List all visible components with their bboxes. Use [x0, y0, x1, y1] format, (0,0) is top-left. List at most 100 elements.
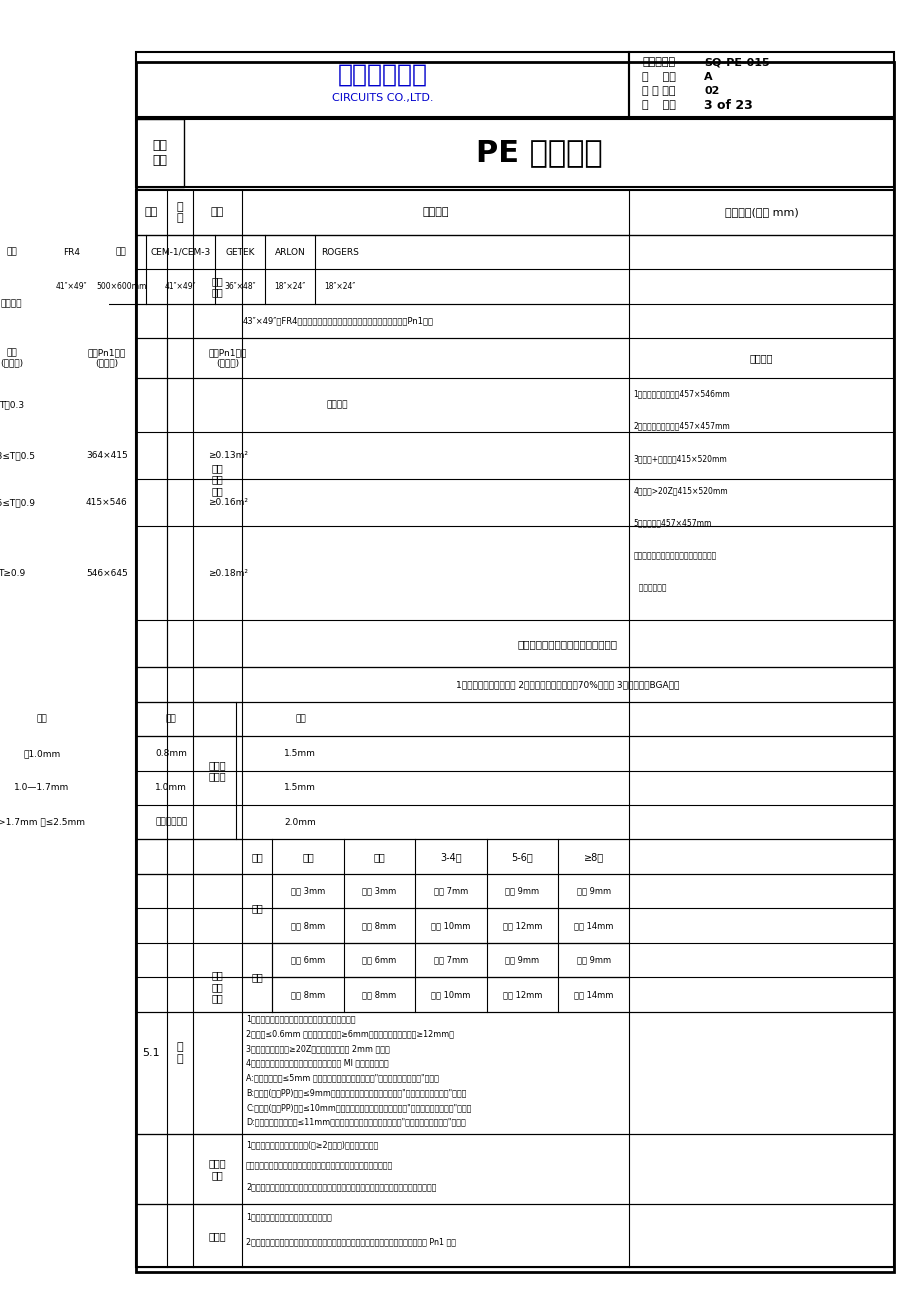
Text: 2：所有板，如果同时有横直料存在，方便各工序区分别指示横料圆三个角，直料圆四个角: 2：所有板，如果同时有横直料存在，方便各工序区分别指示横料圆三个角，直料圆四个角 — [245, 1182, 436, 1191]
Text: 电镀
最小
留边: 电镀 最小 留边 — [211, 970, 223, 1004]
Text: 最小 9mm: 最小 9mm — [576, 887, 610, 896]
Text: 546×645: 546×645 — [85, 569, 128, 578]
Text: >1.7mm 且≤2.5mm: >1.7mm 且≤2.5mm — [0, 818, 85, 827]
Text: 常规 14mm: 常规 14mm — [573, 921, 613, 930]
Text: 序号: 序号 — [144, 207, 158, 217]
Text: 1：单四层板为双芯板时，最小留边按六层板设计。: 1：单四层板为双芯板时，最小留边按六层板设计。 — [245, 1014, 355, 1023]
Text: PE 设计规则: PE 设计规则 — [475, 138, 602, 168]
Text: 板厚: 板厚 — [37, 715, 47, 724]
Text: 2.0mm: 2.0mm — [284, 818, 316, 827]
Bar — [136, 118, 184, 187]
Text: 1.0mm: 1.0mm — [155, 784, 187, 793]
Text: 寸小的拼版。: 寸小的拼版。 — [633, 583, 665, 592]
Text: 锣板: 锣板 — [295, 715, 305, 724]
Bar — [629, 52, 892, 117]
Text: 铝基: 铝基 — [116, 247, 127, 256]
Text: 4：板边不够正常要求取值时，按以下规则在 MI 中相应位置注明: 4：板边不够正常要求取值时，按以下规则在 MI 中相应位置注明 — [245, 1059, 388, 1068]
Text: 常规 8mm: 常规 8mm — [362, 990, 396, 999]
Text: 以保持内层伸缩的一致性及防止生产线叠板时混淆横直料，导致板曲。: 以保持内层伸缩的一致性及防止生产线叠板时混淆横直料，导致板曲。 — [245, 1161, 393, 1170]
Text: 板材
类型: 板材 类型 — [211, 276, 223, 297]
Text: 1.5mm: 1.5mm — [284, 749, 316, 758]
Text: CEM-1/CEM-3: CEM-1/CEM-3 — [151, 247, 210, 256]
Text: 常规 8mm: 常规 8mm — [290, 990, 325, 999]
Text: ≥8层: ≥8层 — [583, 852, 603, 862]
Text: 所有板厚: 所有板厚 — [749, 353, 772, 363]
Text: 最小拼
板间距: 最小拼 板间距 — [209, 760, 226, 781]
Text: 横直料
区分: 横直料 区分 — [209, 1159, 226, 1180]
Text: A:单双面板留边≤5mm 时，在开料、钻孔工序中备注"板边较小，注意控制"字样。: A:单双面板留边≤5mm 时，在开料、钻孔工序中备注"板边较小，注意控制"字样。 — [245, 1073, 438, 1082]
Text: ≥0.13m²: ≥0.13m² — [208, 452, 247, 461]
Text: 最小 3mm: 最小 3mm — [362, 887, 396, 896]
Text: 18″×24″: 18″×24″ — [274, 283, 305, 292]
Text: 364×415: 364×415 — [85, 452, 128, 461]
Text: 0.8mm: 0.8mm — [155, 749, 187, 758]
Text: 文件编号：: 文件编号： — [641, 57, 675, 68]
Text: 啤板: 啤板 — [165, 715, 176, 724]
Text: 最小 7mm: 最小 7mm — [433, 887, 468, 896]
Text: 最小Pn1尺寸
(按面积): 最小Pn1尺寸 (按面积) — [209, 348, 246, 367]
Text: 工
序: 工 序 — [176, 202, 183, 224]
Text: 开料图: 开料图 — [209, 1230, 226, 1241]
Text: 短边: 短边 — [251, 973, 263, 982]
Text: 注意事项(单位 mm): 注意事项(单位 mm) — [724, 207, 798, 217]
Text: ：此五个与左边的都符合要求时，选择尺: ：此五个与左边的都符合要求时，选择尺 — [633, 551, 716, 560]
Text: CIRCUITS CO.,LTD.: CIRCUITS CO.,LTD. — [332, 92, 433, 103]
Text: 优先选择锣板: 优先选择锣板 — [155, 818, 187, 827]
Text: 500×600mm: 500×600mm — [96, 283, 146, 292]
Text: 版    本：: 版 本： — [641, 72, 675, 82]
Text: 层数: 层数 — [251, 852, 263, 862]
Text: D:六层板、八层板留边≤11mm，在开料、钻孔、内层工序中备注"板边较小，注意控制"字样。: D:六层板、八层板留边≤11mm，在开料、钻孔、内层工序中备注"板边较小，注意控… — [245, 1117, 465, 1126]
Text: 常规尺寸: 常规尺寸 — [1, 299, 22, 309]
Text: 0.5≤T＜0.9: 0.5≤T＜0.9 — [0, 499, 35, 508]
Bar — [136, 190, 892, 1267]
Text: 最小 9mm: 最小 9mm — [505, 887, 539, 896]
Text: 3：电金+电厚金：415×520mm: 3：电金+电厚金：415×520mm — [633, 454, 727, 464]
Text: ROGERS: ROGERS — [321, 247, 358, 256]
Text: 41″×49″: 41″×49″ — [55, 283, 86, 292]
Text: 2：板厚≤0.6mm 的板，长短边均要≥6mm，不影响利用率时留边≥12mm。: 2：板厚≤0.6mm 的板，长短边均要≥6mm，不影响利用率时留边≥12mm。 — [245, 1030, 454, 1038]
Text: 双面: 双面 — [373, 852, 385, 862]
Text: 常规 8mm: 常规 8mm — [362, 921, 396, 930]
Text: 常规 12mm: 常规 12mm — [502, 921, 541, 930]
Text: 最小 6mm: 最小 6mm — [362, 956, 396, 965]
Text: 最大Pn1尺寸
(按长宽): 最大Pn1尺寸 (按长宽) — [87, 348, 126, 367]
Text: 36″×48″: 36″×48″ — [224, 283, 255, 292]
Text: 415×546: 415×546 — [85, 499, 128, 508]
Text: 4：基铜>20Z：415×520mm: 4：基铜>20Z：415×520mm — [633, 486, 728, 495]
Text: 制作要求: 制作要求 — [422, 207, 448, 217]
Text: T＜0.3: T＜0.3 — [0, 401, 24, 409]
Text: 41″×49″: 41″×49″ — [165, 283, 196, 292]
Text: 1：样板要求使用特殊板材须提供开料图: 1：样板要求使用特殊板材须提供开料图 — [245, 1212, 332, 1221]
Text: 1.5mm: 1.5mm — [284, 784, 316, 793]
Text: 3 of 23: 3 of 23 — [703, 99, 752, 112]
Text: SQ-PE-015: SQ-PE-015 — [703, 57, 769, 68]
Text: GETEK: GETEK — [225, 247, 255, 256]
Text: ＜1.0mm: ＜1.0mm — [23, 749, 61, 758]
Text: 5：碳油板：457×457mm: 5：碳油板：457×457mm — [633, 518, 711, 527]
Text: C:四层板(多张PP)留边≤10mm，在开料、钻孔、内层工序中备注"板边较小，注意控制"字样。: C:四层板(多张PP)留边≤10mm，在开料、钻孔、内层工序中备注"板边较小，注… — [245, 1103, 471, 1112]
Text: 拼版尺寸过孔不允许发红条件介定：: 拼版尺寸过孔不允许发红条件介定： — [517, 639, 617, 648]
Text: 1.0—1.7mm: 1.0—1.7mm — [15, 784, 70, 793]
Bar — [136, 118, 892, 187]
Text: T≥0.9: T≥0.9 — [0, 569, 26, 578]
Text: 单面: 单面 — [302, 852, 313, 862]
Text: 提出评审: 提出评审 — [326, 401, 348, 409]
Text: 常规 10mm: 常规 10mm — [431, 990, 470, 999]
Text: 型号: 型号 — [6, 247, 17, 256]
Text: 3-4层: 3-4层 — [439, 852, 461, 862]
Text: 18″×24″: 18″×24″ — [324, 283, 356, 292]
Text: 页    码：: 页 码： — [641, 100, 675, 111]
Text: 开
料: 开 料 — [176, 1043, 183, 1064]
Text: 最小 3mm: 最小 3mm — [290, 887, 325, 896]
Text: 最小 7mm: 最小 7mm — [433, 956, 468, 965]
Text: 常规 10mm: 常规 10mm — [431, 921, 470, 930]
Text: 2：特殊板材每次的大料尺寸会不一定，因此所有特殊板材咨询仓库大料尺寸之后进行 Pn1 排版: 2：特殊板材每次的大料尺寸会不一定，因此所有特殊板材咨询仓库大料尺寸之后进行 P… — [245, 1237, 456, 1246]
Text: 0.3≤T＜0.5: 0.3≤T＜0.5 — [0, 452, 35, 461]
Text: 5-6层: 5-6层 — [511, 852, 532, 862]
Text: 5.1: 5.1 — [142, 1048, 160, 1059]
Text: 02: 02 — [703, 86, 719, 96]
Bar — [136, 52, 629, 117]
Text: 2：锣半孔和包金边：457×457mm: 2：锣半孔和包金边：457×457mm — [633, 422, 730, 431]
Text: 最大
拼板
尺寸: 最大 拼板 尺寸 — [211, 462, 223, 496]
Text: 文件
名称: 文件 名称 — [153, 139, 167, 167]
